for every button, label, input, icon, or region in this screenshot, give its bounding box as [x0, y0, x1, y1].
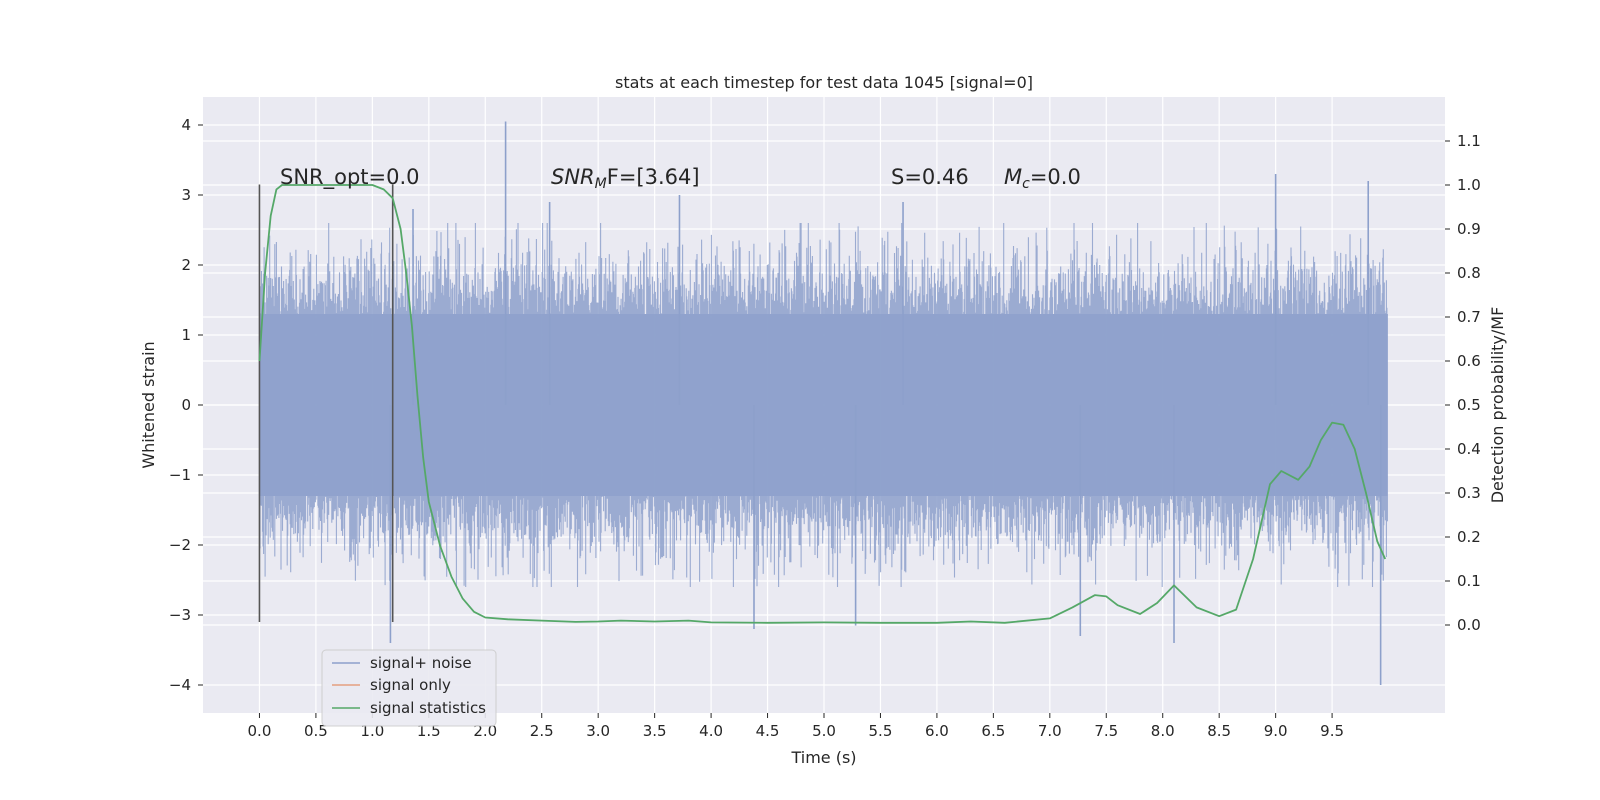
x-tick-label: 8.0 — [1151, 722, 1175, 740]
signal-statistics-series — [258, 184, 1387, 624]
x-tick-label: 8.5 — [1207, 722, 1231, 740]
x-tick-labels: 0.0 0.5 1.0 1.5 2.0 2.5 3.0 3.5 4.0 4.5 5.0 5.5 6.0 6… — [248, 713, 1344, 740]
x-tick-label: 7.5 — [1094, 722, 1118, 740]
y-left-tick-label: −2 — [169, 536, 191, 554]
x-tick-label: 4.5 — [756, 722, 780, 740]
y-left-tick-label: −1 — [169, 466, 191, 484]
y-right-tick-label: 0.1 — [1457, 572, 1481, 590]
y-right-tick-label: 0.2 — [1457, 528, 1481, 546]
annotation-s: S=0.46 — [891, 165, 969, 189]
x-tick-label: 6.0 — [925, 722, 949, 740]
y-left-axis-label: Whitened strain — [139, 341, 158, 468]
y-right-tick-label: 0.7 — [1457, 308, 1481, 326]
chart-title: stats at each timestep for test data 104… — [615, 73, 1033, 92]
annotation-snr-mf: SNRMF=[3.64] — [551, 165, 700, 192]
y-right-tick-label: 0.3 — [1457, 484, 1481, 502]
y-right-tick-labels: 1.1 1.0 0.9 0.8 0.7 0.6 0.5 0.4 0.3 0.2 0.1 0.0 — [1445, 132, 1481, 634]
y-left-tick-label: 2 — [181, 256, 191, 274]
legend: signal+ noise signal only signal statist… — [321, 649, 497, 727]
legend-label-signal-noise: signal+ noise — [370, 654, 472, 672]
x-tick-label: 9.0 — [1264, 722, 1288, 740]
annotation-mc: Mc=0.0 — [1004, 165, 1081, 192]
y-left-tick-label: 1 — [181, 326, 191, 344]
x-axis-label: Time (s) — [790, 748, 856, 767]
signal-noise-series — [258, 121, 1388, 685]
y-left-tick-label: 0 — [181, 396, 191, 414]
x-tick-label: 4.0 — [699, 722, 723, 740]
x-tick-label: 0.0 — [248, 722, 272, 740]
x-tick-label: 3.0 — [586, 722, 610, 740]
x-tick-label: 5.5 — [869, 722, 893, 740]
vertical-markers — [258, 184, 394, 622]
y-right-axis-label: Detection probability/MF — [1488, 307, 1507, 504]
y-right-tick-label: 0.9 — [1457, 220, 1481, 238]
x-tick-label: 5.0 — [812, 722, 836, 740]
y-right-tick-label: 1.0 — [1457, 176, 1481, 194]
y-right-tick-label: 0.4 — [1457, 440, 1481, 458]
y-left-tick-label: 3 — [181, 186, 191, 204]
legend-label-signal-statistics: signal statistics — [370, 699, 486, 717]
x-tick-label: 9.5 — [1320, 722, 1344, 740]
legend-label-signal-only: signal only — [370, 676, 451, 694]
x-tick-label: 7.0 — [1038, 722, 1062, 740]
y-left-tick-label: −3 — [169, 606, 191, 624]
annotation-snr-opt: SNR_opt=0.0 — [280, 165, 420, 190]
x-tick-label: 3.5 — [643, 722, 667, 740]
y-left-tick-labels: 4 3 2 1 0 −1 −2 −3 −4 — [169, 116, 203, 694]
y-right-tick-label: 0.6 — [1457, 352, 1481, 370]
y-right-tick-label: 0.8 — [1457, 264, 1481, 282]
x-tick-label: 6.5 — [981, 722, 1005, 740]
y-left-tick-label: 4 — [181, 116, 191, 134]
x-tick-label: 0.5 — [304, 722, 328, 740]
y-left-tick-label: −4 — [169, 676, 191, 694]
y-right-tick-label: 0.5 — [1457, 396, 1481, 414]
y-right-tick-label: 0.0 — [1457, 616, 1481, 634]
y-right-tick-label: 1.1 — [1457, 132, 1481, 150]
x-tick-label: 2.5 — [530, 722, 554, 740]
legend-box — [321, 649, 497, 727]
signal-statistics-line — [258, 184, 1387, 624]
